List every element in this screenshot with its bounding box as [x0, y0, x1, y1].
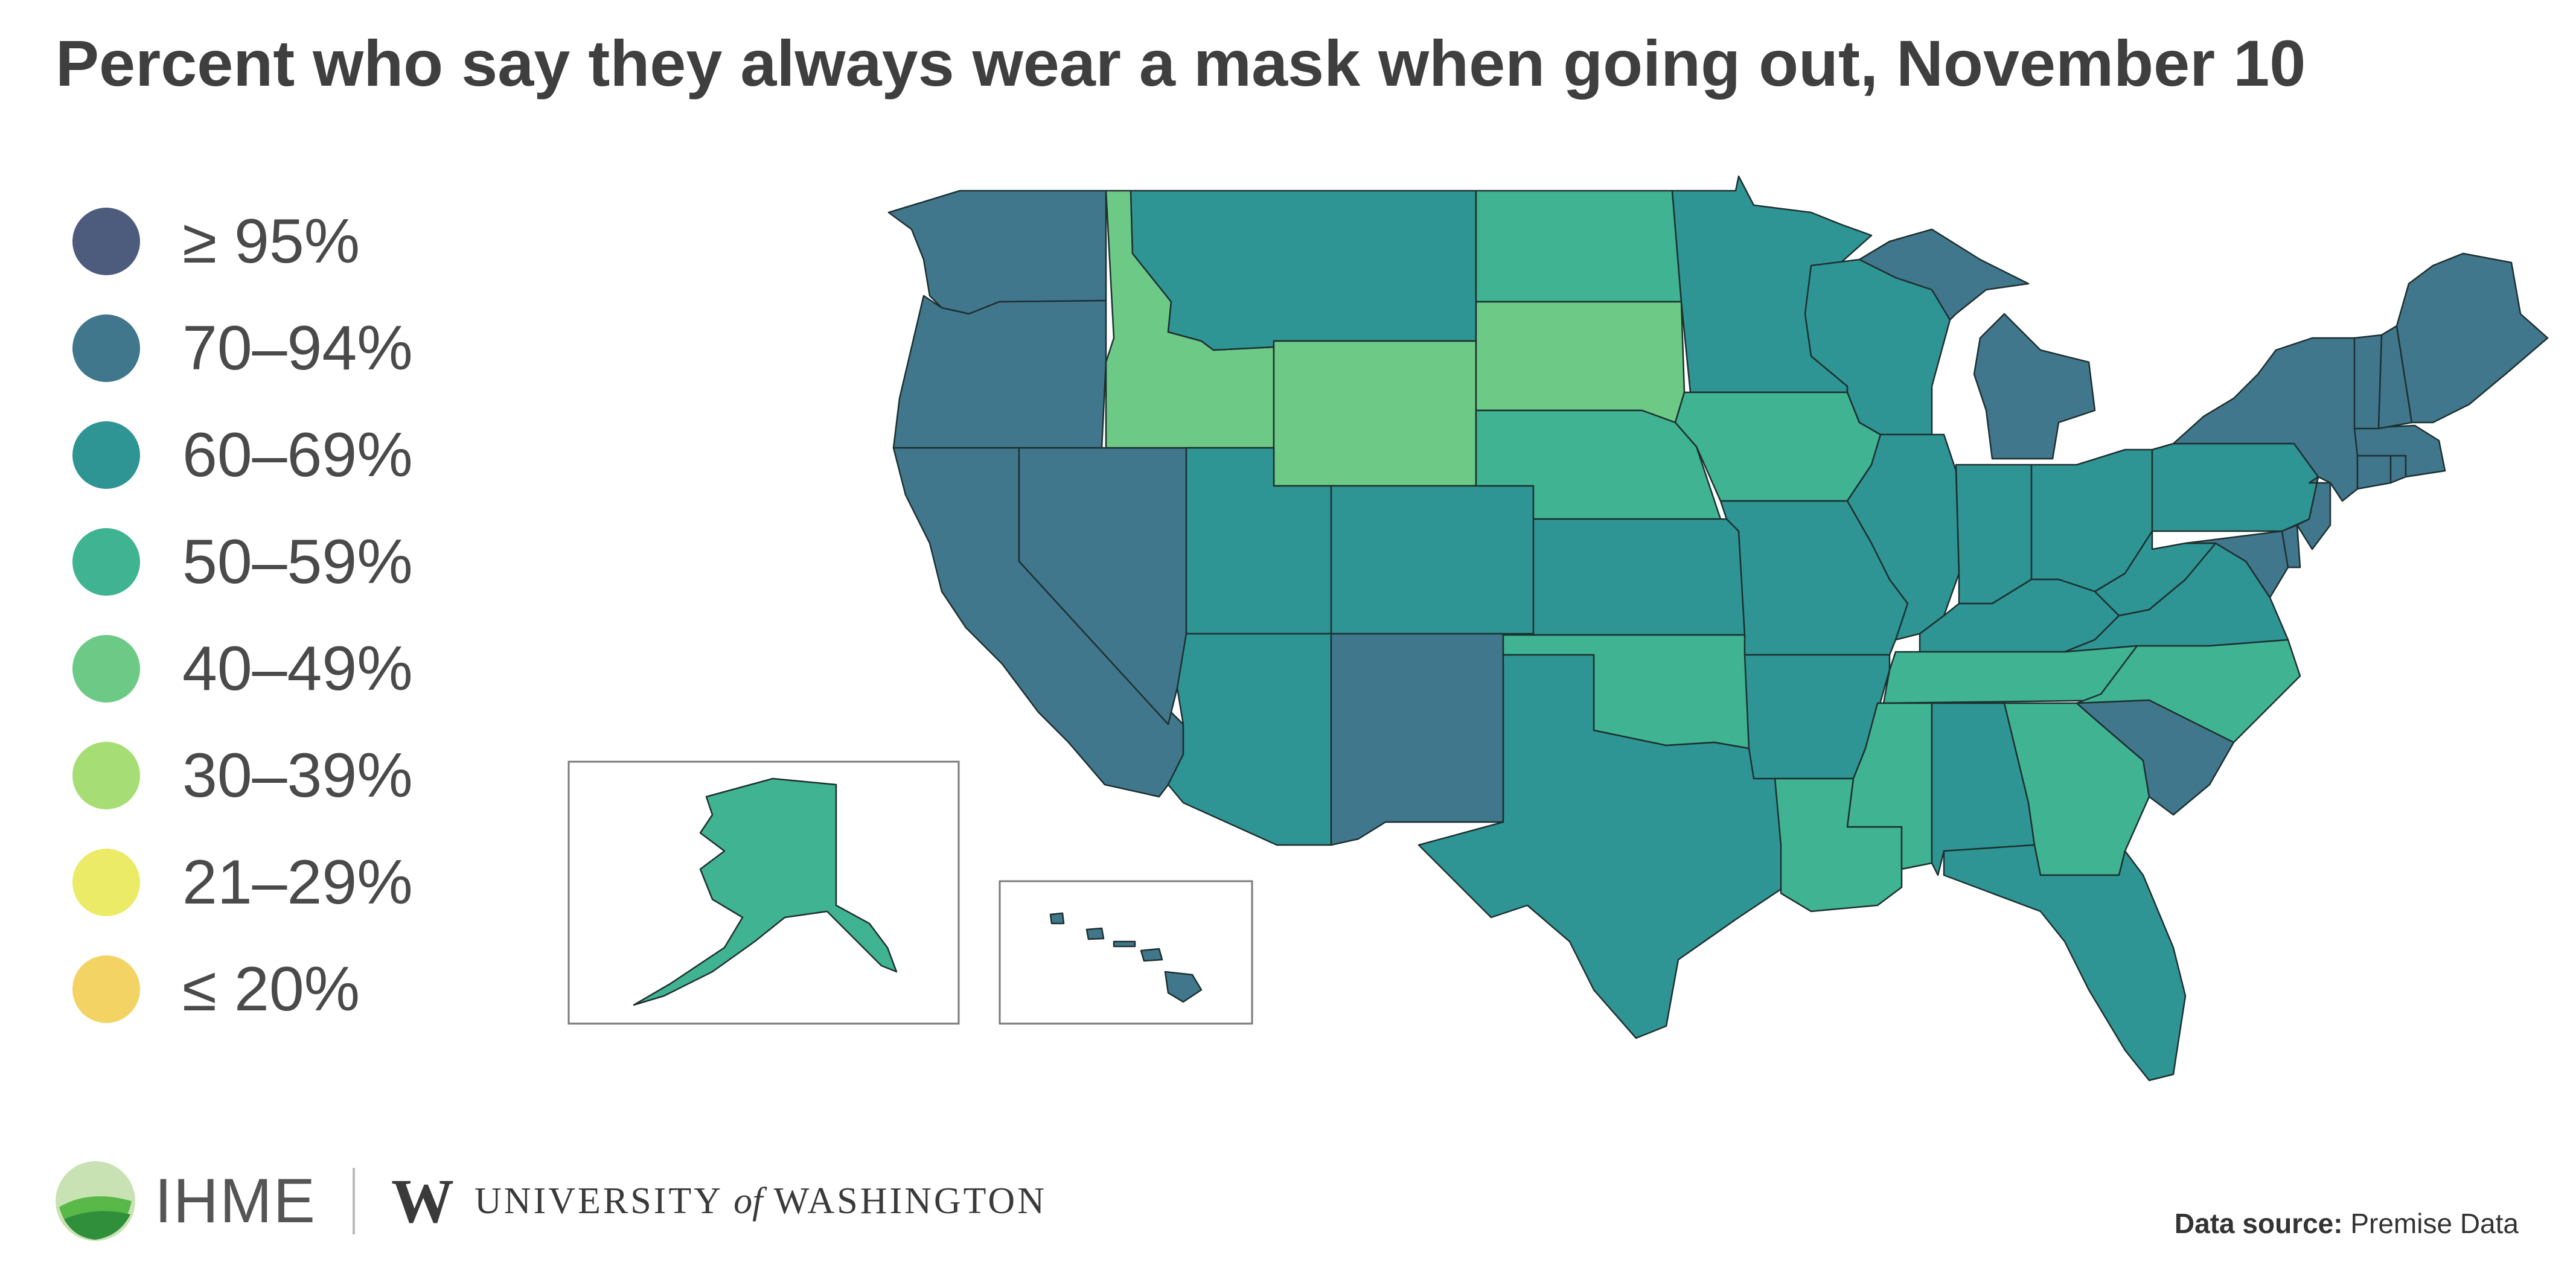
ihme-logo-icon: [56, 1161, 135, 1241]
legend-label: ≤ 20%: [182, 954, 360, 1024]
state-hawaii-big-island: [1164, 971, 1203, 1003]
state-massachusetts: [2353, 424, 2446, 478]
chart-title: Percent who say they always wear a mask …: [56, 27, 2306, 100]
legend-swatch: [72, 528, 140, 596]
legend-label: 30–39%: [182, 740, 413, 811]
uw-logo-letter: W: [391, 1166, 454, 1236]
legend-item-21-29: 21–29%: [72, 846, 413, 919]
legend-swatch: [72, 421, 140, 489]
state-delaware: [2281, 524, 2301, 569]
state-north-dakota: [1475, 190, 1683, 303]
state-indiana: [1955, 464, 2033, 605]
state-washington: [887, 190, 1107, 315]
legend-item-95-plus: ≥ 95%: [72, 205, 360, 278]
state-hawaii-kauai: [1049, 912, 1065, 925]
state-montana: [1130, 190, 1477, 351]
legend-swatch: [72, 208, 140, 275]
data-source: Data source: Premise Data: [2175, 1207, 2519, 1240]
legend-swatch: [72, 955, 140, 1023]
state-hawaii-molokai: [1113, 940, 1136, 948]
state-texas: [1417, 654, 1794, 1039]
legend-item-40-49: 40–49%: [72, 633, 413, 705]
legend-item-20-or-less: ≤ 20%: [72, 953, 360, 1025]
state-kansas: [1532, 518, 1746, 636]
state-michigan: [1858, 228, 2096, 460]
data-source-value: Premise Data: [2350, 1208, 2519, 1239]
legend-swatch: [72, 742, 140, 809]
state-pennsylvania: [2151, 442, 2319, 532]
uw-wordmark-part1: UNIVERSITY: [475, 1180, 722, 1222]
legend-item-50-59: 50–59%: [72, 526, 413, 598]
footer-logos: IHME W UNIVERSITY of WASHINGTON: [53, 1159, 1047, 1243]
state-maine: [2395, 252, 2549, 424]
state-wyoming: [1273, 340, 1477, 487]
state-florida: [1943, 844, 2187, 1082]
state-oregon: [892, 295, 1107, 449]
state-colorado: [1330, 485, 1535, 635]
legend-label: 40–49%: [182, 633, 413, 704]
legend-swatch: [72, 635, 140, 703]
legend-item-60-69: 60–69%: [72, 419, 413, 491]
state-hawaii-maui: [1140, 948, 1163, 962]
legend-item-30-39: 30–39%: [72, 739, 413, 812]
footer-divider: [353, 1168, 355, 1234]
legend-label: 70–94%: [182, 313, 413, 383]
state-new-jersey: [2296, 476, 2332, 550]
legend-item-70-94: 70–94%: [72, 312, 413, 384]
alaska-inset-frame: [567, 760, 960, 1025]
uw-wordmark-part2: WASHINGTON: [773, 1180, 1047, 1222]
state-connecticut: [2356, 454, 2392, 490]
state-vermont: [2353, 334, 2383, 430]
legend-swatch: [72, 314, 140, 382]
uw-wordmark-of: of: [733, 1180, 763, 1222]
legend-label: 21–29%: [182, 847, 413, 917]
state-rhode-island: [2389, 454, 2407, 484]
hawaii-islands: [1049, 912, 1203, 1003]
hawaii-inset-frame: [999, 880, 1253, 1025]
state-arizona: [1167, 633, 1332, 846]
state-hawaii-oahu: [1085, 927, 1105, 940]
data-source-label: Data source:: [2174, 1208, 2343, 1239]
legend-label: ≥ 95%: [182, 206, 360, 276]
legend-label: 60–69%: [182, 419, 413, 490]
state-new-mexico: [1330, 633, 1504, 846]
state-south-dakota: [1475, 301, 1686, 424]
state-alaska: [633, 777, 898, 1006]
uw-wordmark: UNIVERSITY of WASHINGTON: [475, 1180, 1047, 1223]
ihme-wordmark: IHME: [155, 1165, 316, 1236]
legend-label: 50–59%: [182, 526, 413, 597]
legend-swatch: [72, 849, 140, 916]
